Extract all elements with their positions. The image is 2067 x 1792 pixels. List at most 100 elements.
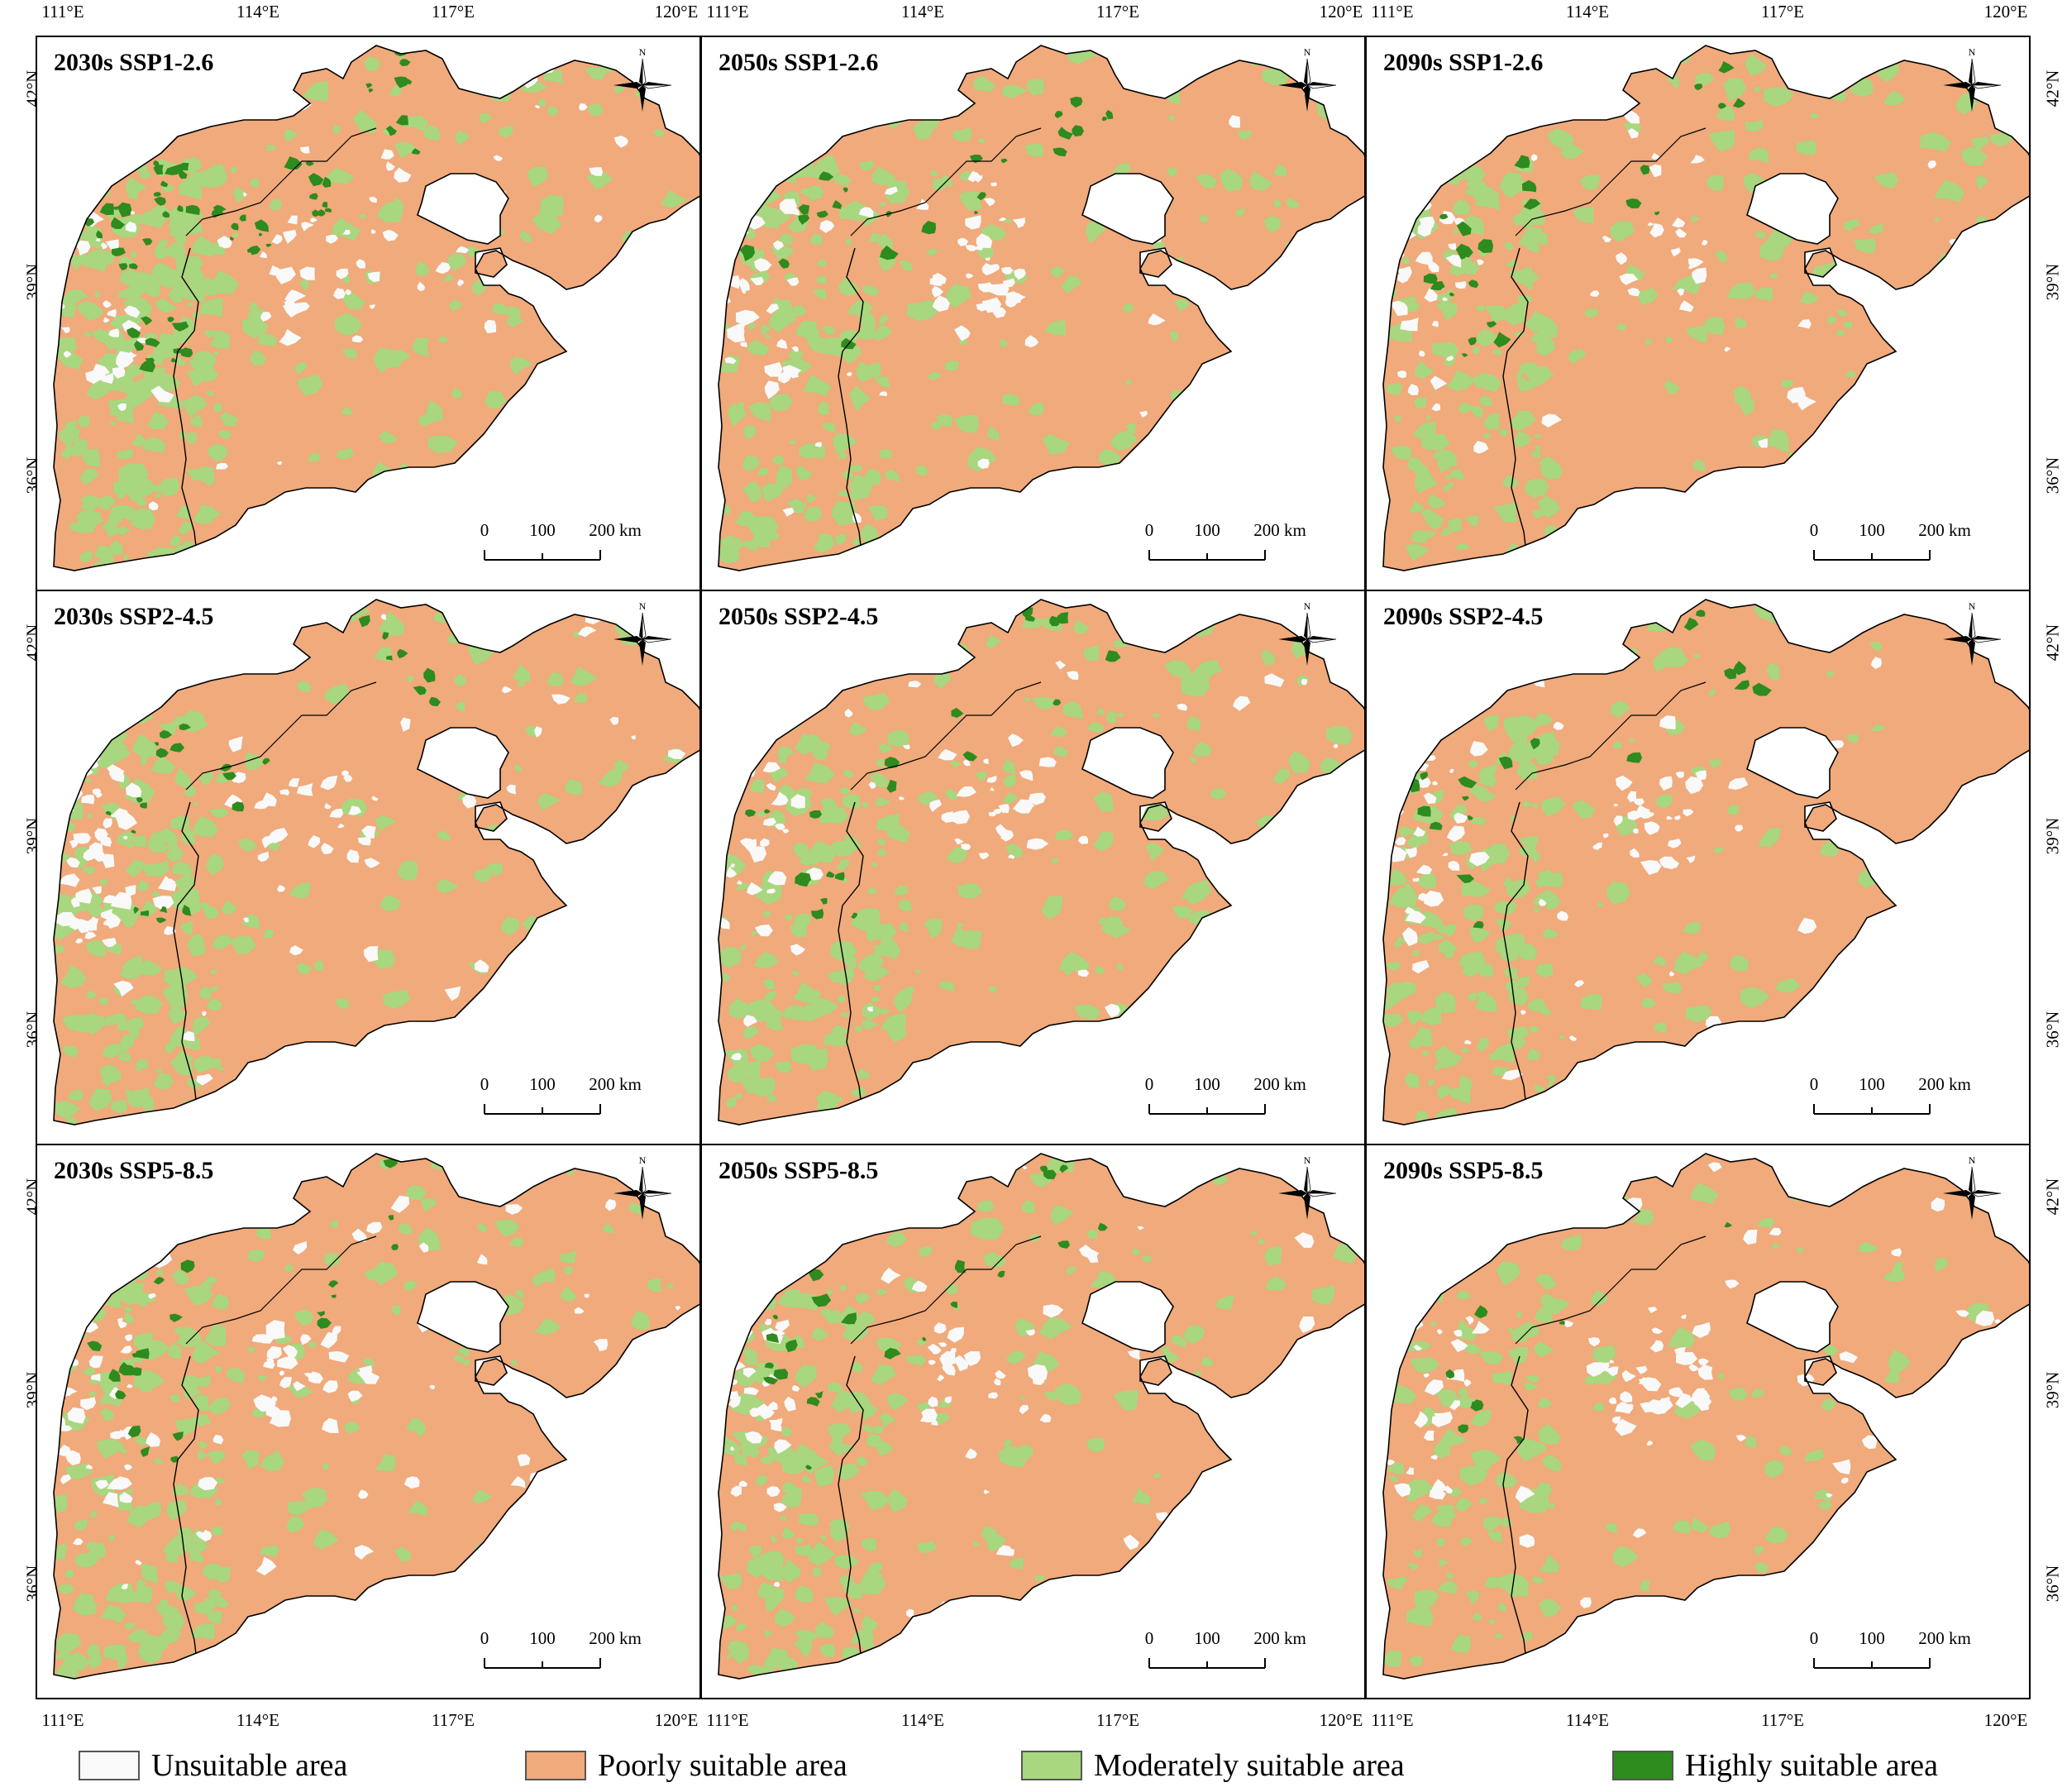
patch-moderate [1391, 1461, 1405, 1475]
patch-unsuitable [356, 259, 366, 269]
patch-moderate [863, 919, 888, 940]
patch-moderate [873, 944, 901, 959]
patch-moderate [1462, 963, 1482, 977]
patch-unsuitable [277, 461, 282, 465]
patch-moderate [1464, 515, 1479, 526]
patch-moderate [888, 1489, 908, 1512]
patch-moderate [817, 337, 847, 356]
patch-moderate [179, 714, 204, 728]
patch-unsuitable [67, 1407, 86, 1424]
patch-unsuitable [1659, 776, 1673, 791]
patch-unsuitable [69, 917, 85, 930]
patch-moderate [627, 1551, 634, 1557]
patch-moderate [247, 1346, 255, 1353]
patch-moderate [1055, 829, 1074, 841]
patch-moderate [819, 1535, 826, 1541]
province-boundary [1515, 127, 1707, 237]
patch-moderate [1438, 1559, 1449, 1567]
patch-moderate [1477, 764, 1498, 778]
patch-moderate [1754, 1561, 1769, 1573]
legend-swatch-poor [525, 1751, 586, 1780]
patch-moderate [886, 1231, 908, 1248]
patch-moderate [60, 420, 80, 438]
patch-unsuitable [506, 784, 517, 795]
patch-high [141, 1446, 150, 1457]
patch-high [112, 206, 118, 210]
patch-moderate [952, 127, 973, 142]
patch-moderate [1235, 208, 1245, 218]
patch-high [142, 238, 153, 246]
north-arrow-icon: N [1943, 1154, 2002, 1220]
patch-moderate [761, 323, 771, 336]
patch-high [317, 209, 326, 217]
patch-moderate [835, 858, 850, 871]
patch-moderate [1514, 274, 1526, 284]
patch-moderate [1590, 1289, 1608, 1307]
patch-unsuitable [108, 328, 120, 337]
patch-moderate [372, 949, 396, 969]
patch-moderate [738, 401, 745, 407]
patch-moderate [296, 681, 312, 692]
patch-high [1053, 147, 1067, 157]
patch-unsuitable [212, 1434, 224, 1445]
patch-moderate [403, 116, 428, 131]
patch-moderate [1975, 174, 1989, 190]
patch-moderate [828, 971, 852, 983]
patch-moderate [1476, 305, 1485, 312]
patch-moderate [1493, 501, 1517, 523]
patch-high [140, 802, 147, 809]
patch-moderate [145, 1590, 152, 1596]
patch-moderate [913, 122, 933, 141]
patch-moderate [1673, 951, 1705, 975]
patch-high [99, 203, 114, 216]
patch-moderate [125, 1089, 131, 1095]
patch-moderate [389, 85, 402, 97]
patch-moderate [208, 1588, 223, 1599]
patch-unsuitable [110, 891, 132, 910]
patch-moderate [1605, 1522, 1618, 1533]
patch-high [112, 247, 126, 256]
scale-bar: 0 100 200 km [476, 1628, 642, 1678]
patch-unsuitable [944, 1396, 952, 1404]
patch-moderate [581, 51, 593, 59]
patch-moderate [278, 1163, 288, 1168]
patch-unsuitable [1465, 1316, 1474, 1326]
patch-unsuitable [280, 56, 289, 65]
patch-unsuitable [1940, 1548, 1948, 1554]
patch-unsuitable [1831, 1175, 1848, 1189]
patch-unsuitable [1638, 1377, 1662, 1392]
patch-moderate [1514, 944, 1538, 960]
patch-moderate [1172, 906, 1193, 920]
patch-moderate [810, 858, 819, 866]
patch-moderate [546, 671, 564, 686]
patch-moderate [537, 98, 547, 107]
patch-moderate [1745, 54, 1767, 76]
patch-moderate [823, 1115, 836, 1125]
lon-label-top: 117°E [432, 2, 475, 22]
patch-high [229, 236, 234, 241]
patch-moderate [1145, 842, 1165, 862]
patch-unsuitable [1797, 319, 1812, 329]
patch-moderate [622, 230, 645, 252]
patch-moderate [1478, 395, 1493, 407]
north-arrow-icon: N [1943, 600, 2002, 666]
patch-high [232, 801, 245, 812]
patch-moderate [651, 1353, 669, 1369]
patch-unsuitable [279, 1377, 292, 1388]
patch-moderate [878, 743, 893, 753]
patch-unsuitable [1675, 1393, 1693, 1408]
patch-unsuitable [1697, 1397, 1710, 1412]
patch-moderate [1422, 1050, 1430, 1057]
patch-high [372, 591, 382, 596]
patch-moderate [245, 752, 265, 771]
patch-moderate [1983, 235, 2009, 254]
patch-moderate [232, 187, 247, 203]
patch-high [155, 748, 169, 758]
patch-unsuitable [1299, 1317, 1315, 1333]
patch-unsuitable [1695, 770, 1707, 781]
patch-high [118, 263, 128, 270]
patch-moderate [1682, 922, 1702, 934]
patch-high [170, 357, 176, 363]
patch-unsuitable [1310, 230, 1325, 242]
patch-moderate [1477, 773, 1497, 787]
